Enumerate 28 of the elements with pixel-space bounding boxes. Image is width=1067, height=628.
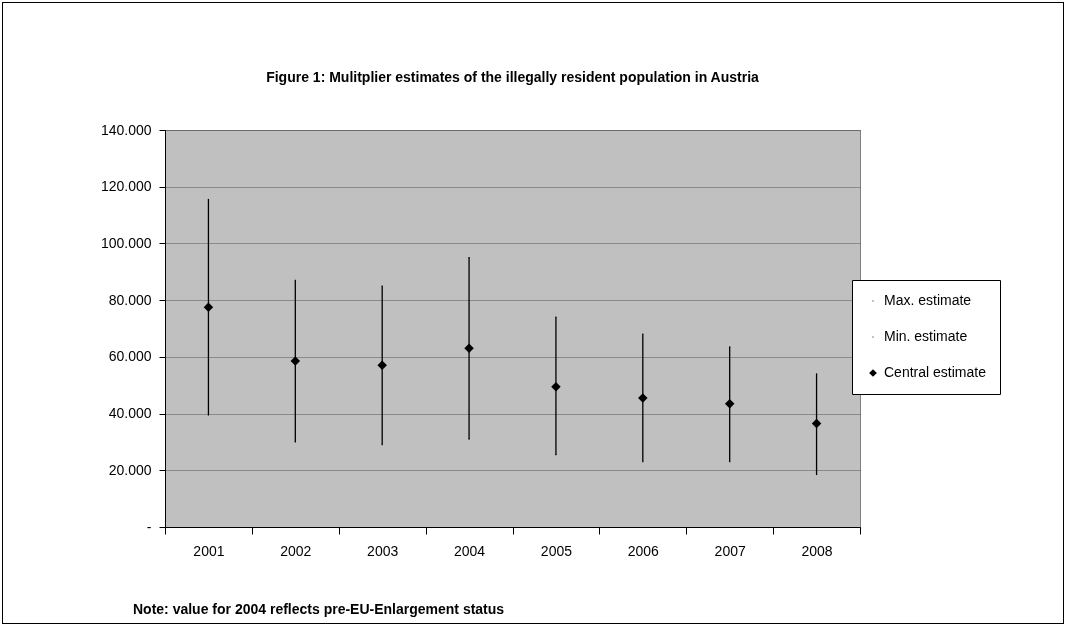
legend-label: Central estimate — [884, 364, 987, 380]
point — [203, 302, 214, 312]
y-tick-label: 40.000 — [108, 405, 152, 422]
point — [464, 343, 474, 354]
chart-title: Figure 1: Mulitplier estimates of the illegally resident population in Austria — [266, 69, 760, 85]
x-tick-label: 2002 — [280, 542, 312, 559]
y-tick-label: - — [146, 518, 152, 535]
x-tick-label: 2001 — [193, 542, 225, 559]
point — [551, 381, 561, 392]
x-tick-label: 2005 — [540, 542, 573, 559]
x-tick-label: 2006 — [627, 542, 660, 559]
legend-label: Min. estimate — [884, 328, 968, 344]
y-tick-label: 60.000 — [108, 348, 152, 365]
point — [724, 398, 735, 409]
y-tick-label: 80.000 — [108, 291, 152, 308]
legend-label: Max. estimate — [884, 292, 972, 308]
y-tick-label: 20.000 — [108, 461, 152, 478]
x-tick-label: 2004 — [453, 542, 486, 559]
point — [290, 356, 301, 366]
point — [377, 360, 387, 371]
y-tick-label: 120.000 — [100, 178, 152, 195]
y-tick-label: 100.000 — [100, 234, 152, 251]
text: Note: value for 2004 reflects pre-EU-Enlargement status — [133, 601, 505, 617]
y-tick-label: 140.000 — [100, 121, 152, 138]
x-tick-label: 2007 — [714, 542, 746, 559]
x-tick-label: 2003 — [367, 542, 399, 559]
point — [811, 418, 822, 429]
x-tick-label: 2008 — [801, 542, 833, 559]
